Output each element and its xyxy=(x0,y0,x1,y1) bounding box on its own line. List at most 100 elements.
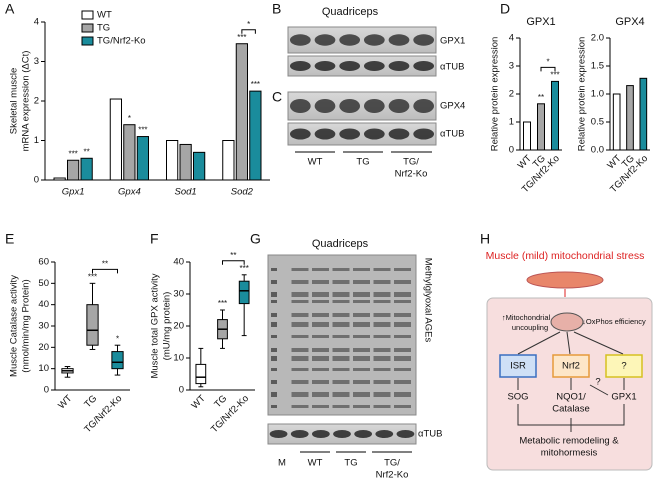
lane-label: TG/ xyxy=(403,157,419,168)
annotation: *** xyxy=(251,80,260,89)
band xyxy=(373,380,391,384)
annotation: ** xyxy=(84,147,90,156)
bar xyxy=(523,121,531,151)
band xyxy=(332,322,350,327)
x-tick-label: WT xyxy=(190,393,208,411)
bracket xyxy=(222,260,245,265)
legend-swatch xyxy=(81,23,94,33)
band xyxy=(388,34,410,46)
y-axis-label: Skeletal muscle xyxy=(9,68,20,135)
band xyxy=(291,405,309,408)
band xyxy=(332,392,350,397)
band xyxy=(289,34,311,46)
band xyxy=(289,128,311,140)
y-tick-label: 2 xyxy=(34,96,39,107)
band xyxy=(373,280,391,284)
band xyxy=(291,313,309,317)
y-tick-label: 2.0 xyxy=(591,33,604,44)
band xyxy=(333,430,351,438)
panel-label: H xyxy=(480,231,490,247)
band xyxy=(291,380,309,384)
blot-title: Quadriceps xyxy=(312,238,369,250)
diagram-box xyxy=(486,297,653,471)
bracket-label: ** xyxy=(230,251,236,260)
y-tick-label: 0 xyxy=(179,385,184,396)
band xyxy=(312,313,329,317)
note: ↑Mitochondrial xyxy=(502,313,551,322)
band xyxy=(271,335,277,338)
y-tick-label: 30 xyxy=(38,321,49,332)
y-tick-label: 2 xyxy=(509,89,514,100)
band xyxy=(312,348,329,352)
band xyxy=(373,335,391,338)
y-tick-label: 1.5 xyxy=(591,61,604,72)
band xyxy=(388,128,410,140)
y-tick-label: 0 xyxy=(44,385,49,396)
band xyxy=(332,368,350,371)
band xyxy=(394,380,411,384)
panel-label: F xyxy=(150,231,159,247)
legend-swatch xyxy=(81,36,94,46)
x-tick-label: Gpx1 xyxy=(62,187,85,198)
diagram-title: Muscle (mild) mitochondrial stress xyxy=(486,250,645,262)
band xyxy=(332,280,350,284)
band xyxy=(394,322,411,327)
band xyxy=(394,292,411,297)
chart-title: GPX4 xyxy=(615,16,644,28)
x-tick-label: Sod2 xyxy=(231,187,254,198)
band xyxy=(373,313,391,317)
node-label: ? xyxy=(621,361,626,372)
band xyxy=(394,348,411,352)
band-label: αTUB xyxy=(440,129,465,140)
node-label: GPX1 xyxy=(611,392,636,403)
band xyxy=(413,99,435,113)
band xyxy=(291,392,309,397)
annotation: *** xyxy=(88,272,97,281)
band xyxy=(271,368,277,371)
y-axis-label: Relative protein expression xyxy=(577,37,588,152)
y-tick-label: 10 xyxy=(173,353,184,364)
bar xyxy=(249,90,262,181)
arrows xyxy=(517,378,625,396)
x-tick-label: Sod1 xyxy=(175,187,197,198)
box xyxy=(238,280,250,305)
band xyxy=(271,392,277,397)
panel-label: G xyxy=(250,231,261,247)
y-tick-label: 0 xyxy=(509,145,514,156)
band xyxy=(373,392,391,397)
band xyxy=(314,128,336,140)
y-tick-label: 0.5 xyxy=(591,117,604,128)
band xyxy=(373,348,391,352)
band xyxy=(271,348,277,352)
y-tick-label: 40 xyxy=(173,257,184,268)
bar xyxy=(67,159,80,181)
band xyxy=(271,313,277,317)
band xyxy=(363,61,385,71)
band xyxy=(363,34,385,46)
y-tick-label: 3 xyxy=(509,61,514,72)
band xyxy=(332,300,350,303)
band xyxy=(332,380,350,384)
result: mitohormesis xyxy=(541,448,598,459)
band xyxy=(353,322,370,327)
bar xyxy=(626,85,634,151)
band xyxy=(312,380,329,384)
band xyxy=(312,322,329,327)
bar xyxy=(193,151,206,181)
bar xyxy=(235,43,248,181)
band xyxy=(291,322,309,327)
band xyxy=(394,313,411,317)
bracket-label: * xyxy=(546,58,549,67)
lane-label: Nrf2-Ko xyxy=(395,169,428,180)
band-label: αTUB xyxy=(418,429,443,440)
band xyxy=(314,99,336,113)
band xyxy=(373,356,391,361)
annotation: *** xyxy=(239,264,248,273)
band xyxy=(312,268,329,271)
bar xyxy=(179,143,192,181)
bar xyxy=(123,124,136,181)
band xyxy=(353,335,370,338)
chart-title: GPX1 xyxy=(526,16,555,28)
box xyxy=(86,304,99,346)
